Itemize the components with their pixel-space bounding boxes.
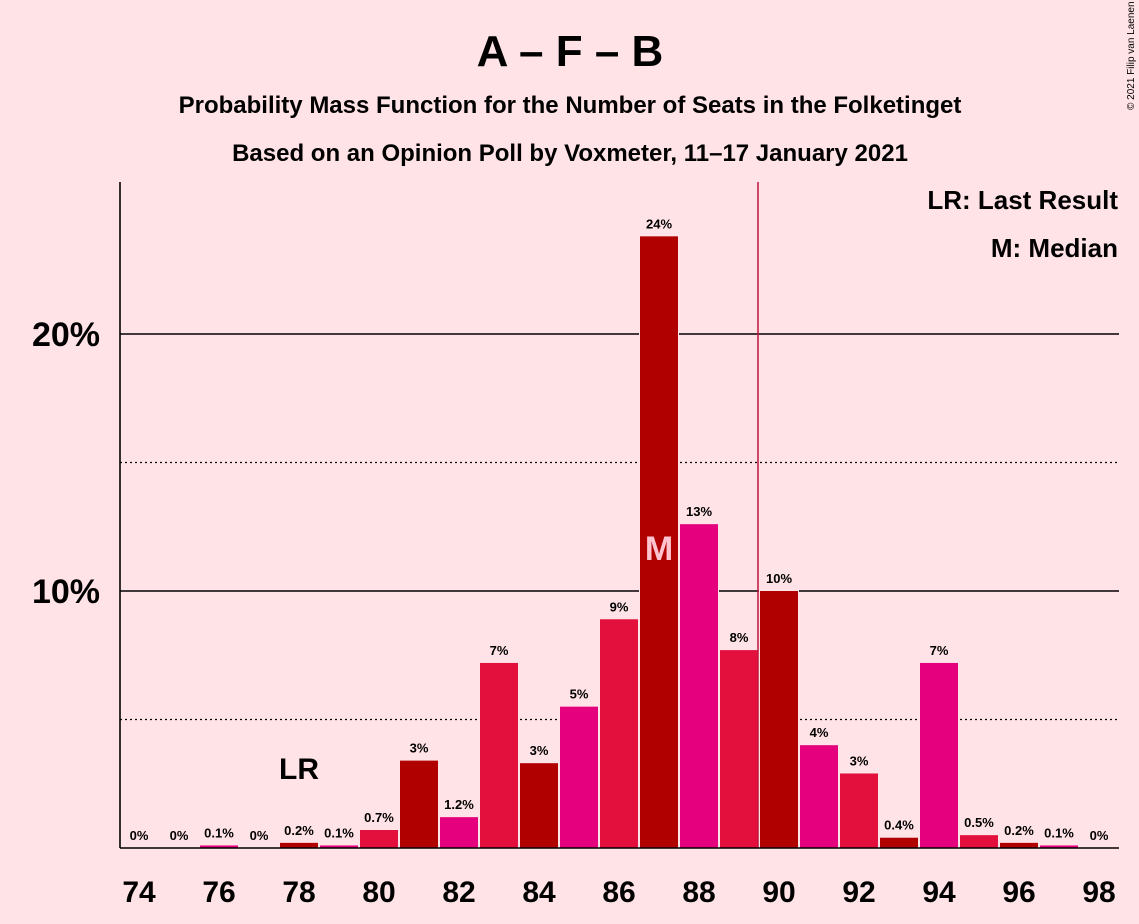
data-label-76: 0.1% xyxy=(204,825,234,840)
data-label-94: 7% xyxy=(930,643,949,658)
gridlines xyxy=(120,333,1119,721)
copyright-notice: © 2021 Filip van Laenen xyxy=(1126,1,1137,110)
data-label-93: 0.4% xyxy=(884,818,914,833)
bar-84 xyxy=(520,763,558,848)
data-label-79: 0.1% xyxy=(324,825,354,840)
x-tick-label-80: 80 xyxy=(362,876,395,909)
bars xyxy=(199,234,1079,849)
data-label-92: 3% xyxy=(850,753,869,768)
chart-title: A – F – B xyxy=(477,27,664,76)
x-tick-label-90: 90 xyxy=(762,876,795,909)
bar-81 xyxy=(400,760,438,848)
bar-95 xyxy=(960,835,998,848)
bar-97 xyxy=(1040,845,1078,848)
x-tick-labels: 74 76 78 80 82 84 86 88 90 92 94 96 98 xyxy=(122,876,1115,909)
bar-83 xyxy=(480,662,518,848)
bar-79 xyxy=(320,845,358,848)
y-tick-label: 20% xyxy=(32,316,100,354)
data-label-90: 10% xyxy=(766,571,792,586)
bar-86 xyxy=(600,619,638,848)
bar-89 xyxy=(720,650,758,848)
bar-82 xyxy=(440,817,478,848)
bar-76 xyxy=(200,845,238,848)
median-label: M xyxy=(645,530,673,568)
data-label-77: 0% xyxy=(250,828,269,843)
bar-88 xyxy=(680,524,718,848)
data-label-80: 0.7% xyxy=(364,810,394,825)
data-labels: 0% 0% 0.1% 0% 0.2% 0.1% 0.7% 3% 1.2% 7% 3% 5% 9% 24% 1… xyxy=(130,216,1109,843)
data-label-82: 1.2% xyxy=(444,797,474,812)
bar-96 xyxy=(1000,842,1038,848)
axes xyxy=(119,182,1119,849)
data-label-88: 13% xyxy=(686,504,712,519)
data-label-87: 24% xyxy=(646,216,672,231)
x-tick-label-74: 74 xyxy=(122,876,156,909)
bar-92 xyxy=(840,773,878,848)
bar-91 xyxy=(800,745,838,848)
y-tick-labels: 10% 20% xyxy=(32,316,100,611)
x-tick-label-96: 96 xyxy=(1002,876,1035,909)
bar-94 xyxy=(920,662,958,848)
data-label-97: 0.1% xyxy=(1044,825,1074,840)
bar-87 xyxy=(640,236,678,849)
data-label-84: 3% xyxy=(530,743,549,758)
data-label-86: 9% xyxy=(610,599,629,614)
data-label-89: 8% xyxy=(730,630,749,645)
data-label-98: 0% xyxy=(1090,828,1109,843)
legend-last-result: LR: Last Result xyxy=(927,185,1118,215)
x-tick-label-94: 94 xyxy=(922,876,956,909)
x-tick-label-82: 82 xyxy=(442,876,475,909)
x-tick-label-78: 78 xyxy=(282,876,315,909)
y-tick-label: 10% xyxy=(32,573,100,611)
last-result-label: LR xyxy=(279,753,319,786)
data-label-81: 3% xyxy=(410,741,429,756)
bar-78 xyxy=(280,842,318,848)
data-label-75: 0% xyxy=(170,828,189,843)
x-tick-label-86: 86 xyxy=(602,876,635,909)
data-label-95: 0.5% xyxy=(964,815,994,830)
data-label-83: 7% xyxy=(490,643,509,658)
data-label-96: 0.2% xyxy=(1004,823,1034,838)
x-tick-label-84: 84 xyxy=(522,876,556,909)
data-label-78: 0.2% xyxy=(284,823,314,838)
bar-85 xyxy=(560,706,598,848)
chart-subtitle-1: Probability Mass Function for the Number… xyxy=(179,92,962,119)
chart-subtitle-2: Based on an Opinion Poll by Voxmeter, 11… xyxy=(232,140,908,167)
legend-median: M: Median xyxy=(991,233,1118,263)
bar-80 xyxy=(360,830,398,848)
data-label-85: 5% xyxy=(570,687,589,702)
data-label-91: 4% xyxy=(810,725,829,740)
bar-90 xyxy=(760,591,798,848)
x-tick-label-98: 98 xyxy=(1082,876,1115,909)
x-tick-label-88: 88 xyxy=(682,876,715,909)
data-label-74: 0% xyxy=(130,828,149,843)
bar-93 xyxy=(880,837,918,848)
x-tick-label-76: 76 xyxy=(202,876,235,909)
x-tick-label-92: 92 xyxy=(842,876,875,909)
